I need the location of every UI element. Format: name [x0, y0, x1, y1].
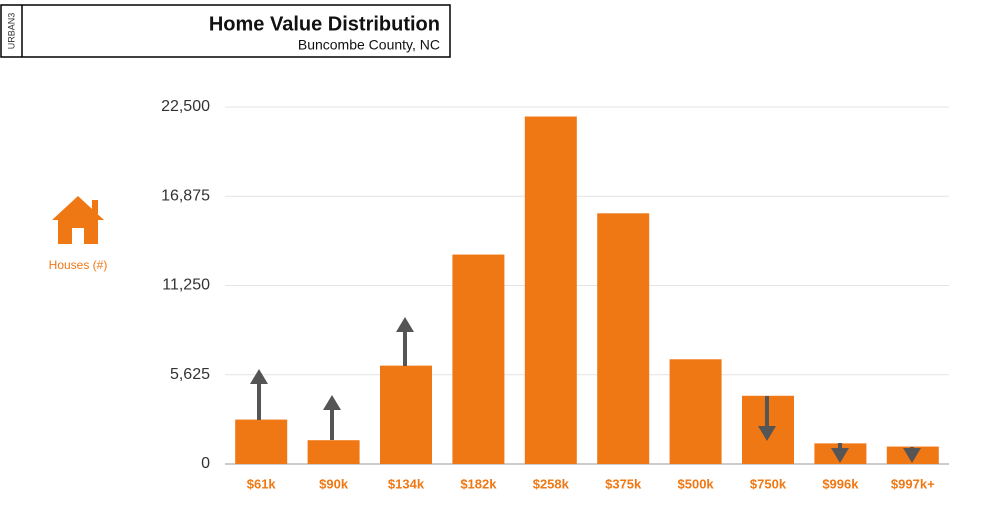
x-tick-label: $997k+: [891, 476, 935, 491]
brand: URBAN3: [6, 13, 16, 50]
chart-title: Home Value Distribution: [209, 13, 440, 35]
y-tick-label: 5,625: [170, 366, 210, 383]
y-tick-label: 16,875: [161, 187, 210, 204]
bar: [452, 254, 505, 464]
y-tick-label: 0: [201, 455, 210, 472]
y-axis-label: Houses (#): [49, 258, 108, 272]
y-tick-label: 22,500: [161, 98, 210, 115]
x-tick-label: $375k: [605, 476, 642, 491]
house-icon: [52, 196, 104, 244]
y-tick-label: 11,250: [162, 277, 210, 294]
x-tick-label: $61k: [247, 476, 277, 491]
x-tick-label: $750k: [750, 476, 787, 491]
x-tick-label: $182k: [460, 476, 497, 491]
bar: [307, 440, 360, 464]
x-tick-label: $500k: [678, 476, 715, 491]
x-tick-label: $996k: [822, 476, 859, 491]
bar: [597, 213, 650, 464]
x-tick-label: $258k: [533, 476, 570, 491]
x-tick-label: $134k: [388, 476, 425, 491]
header-box: [0, 4, 451, 58]
chart-subtitle: Buncombe County, NC: [298, 37, 440, 53]
bar: [669, 359, 722, 464]
bar: [235, 419, 288, 464]
bar: [380, 365, 432, 464]
arrows: [250, 317, 921, 463]
bar: [524, 116, 577, 465]
x-tick-label: $90k: [319, 476, 349, 491]
